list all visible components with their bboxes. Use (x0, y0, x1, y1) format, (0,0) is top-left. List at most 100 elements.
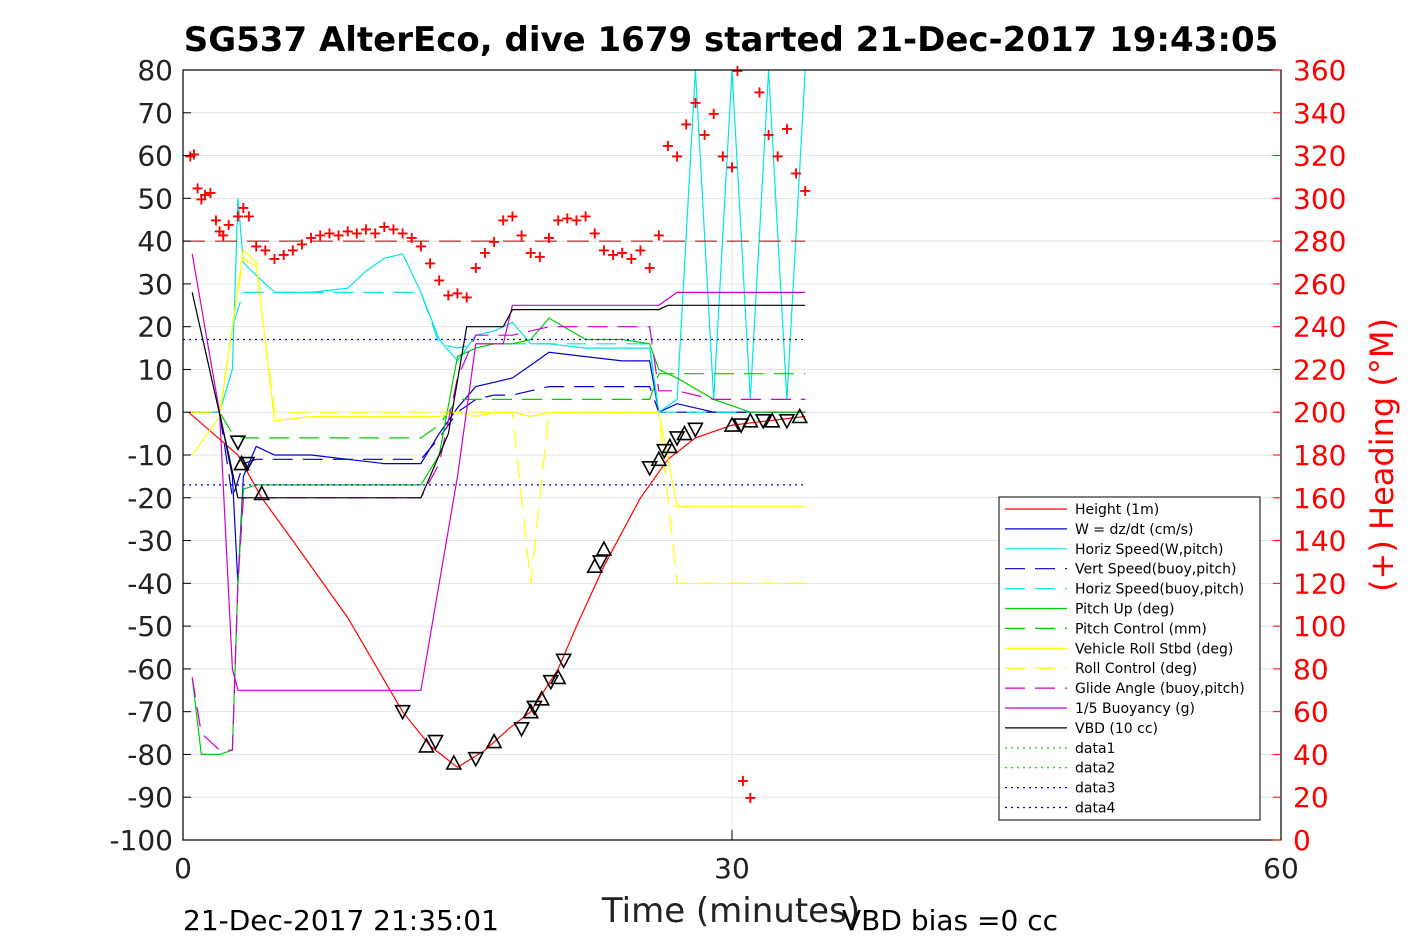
legend: Height (1m) W = dz/dt (cm/s) Horiz Speed(W… (998, 496, 1261, 821)
series-line-glide (191, 326, 806, 751)
series-line-vert_buoy (192, 386, 806, 498)
depth-marker (641, 461, 658, 477)
heading-point: + (268, 249, 281, 268)
depth-marker (549, 668, 567, 685)
y-right-tick-label: 20 (1293, 781, 1329, 814)
legend-entry: Glide Angle (buoy,pitch) (1075, 681, 1245, 697)
heading-point: + (432, 271, 445, 290)
y-right-tick-label: 360 (1293, 54, 1346, 87)
y-tick-label: -30 (127, 525, 173, 558)
y-tick-label: 80 (137, 54, 173, 87)
heading-point: + (414, 236, 427, 255)
heading-point: + (323, 224, 336, 243)
legend-box (998, 496, 1261, 821)
legend-entry: Horiz Speed(buoy,pitch) (1075, 582, 1244, 598)
y-tick-label: -10 (127, 439, 173, 472)
heading-point: + (295, 234, 308, 253)
y-right-tick-label: 120 (1293, 567, 1346, 600)
y-right-tick-label: 160 (1293, 482, 1346, 515)
series-line-height (188, 411, 806, 769)
depth-marker (741, 412, 759, 428)
series-line-roll_ctrl (192, 257, 806, 584)
depth-marker (661, 437, 679, 454)
legend-entry: Roll Control (deg) (1075, 661, 1197, 677)
x-axis: 0 30 60 (174, 830, 1299, 885)
heading-point: + (187, 144, 200, 163)
heading-point: + (396, 224, 409, 243)
heading-point: + (487, 232, 500, 251)
depth-marker (676, 424, 693, 441)
y-right-tick-label: 340 (1293, 97, 1346, 130)
y-tick-label: 50 (137, 182, 173, 215)
y-right-tick-label: 240 (1293, 311, 1346, 344)
heading-point: + (506, 206, 519, 225)
legend-entry: Horiz Speed(W,pitch) (1075, 542, 1223, 558)
y-right-tick-label: 300 (1293, 182, 1346, 215)
heading-point: + (588, 224, 601, 243)
legend-entry: data1 (1075, 741, 1115, 757)
heading-point: + (579, 206, 592, 225)
series-line-horiz_w (192, 69, 806, 414)
heading-point: + (689, 93, 702, 112)
heading-point: + (237, 198, 250, 217)
y-right-tick-label: 40 (1293, 738, 1329, 771)
heading-point: + (204, 183, 217, 202)
heading-point: + (643, 258, 656, 277)
heading-point: + (460, 288, 473, 307)
depth-marker (229, 435, 247, 451)
depth-marker (485, 732, 503, 749)
depth-marker (778, 413, 796, 430)
heading-point: + (259, 241, 272, 260)
heading-point: + (707, 104, 720, 123)
depth-marker (791, 407, 809, 424)
heading-point: + (515, 226, 528, 245)
legend-entry: Pitch Up (deg) (1075, 602, 1174, 618)
y-right-tick-label: 60 (1293, 696, 1329, 729)
heading-point: + (736, 771, 749, 790)
legend-entry: Pitch Control (mm) (1075, 621, 1207, 637)
y-right-tick-label: 0 (1293, 824, 1311, 857)
series-line-roll (191, 248, 806, 507)
depth-marker (533, 690, 551, 706)
y-tick-label: -60 (127, 653, 173, 686)
depth-marker (687, 422, 704, 439)
y-tick-label: -80 (127, 738, 173, 771)
heading-point: + (771, 147, 784, 166)
legend-entry: VBD (10 cc) (1075, 721, 1158, 737)
depth-marker (555, 653, 572, 670)
series-layer (183, 69, 806, 769)
heading-point: + (533, 247, 546, 266)
y-tick-label: -50 (127, 610, 173, 643)
y-tick-label: 40 (137, 225, 173, 258)
heading-point: + (478, 243, 491, 262)
heading-point: + (652, 226, 665, 245)
heading-point: + (561, 209, 574, 228)
depth-marker (253, 484, 271, 501)
y-right-tick-label: 280 (1293, 225, 1346, 258)
heading-point: + (451, 283, 464, 302)
y-right-tick-label: 80 (1293, 653, 1329, 686)
y-tick-label: 70 (137, 97, 173, 130)
heading-point: + (387, 219, 400, 238)
y-right-tick-label: 260 (1293, 268, 1346, 301)
heading-point: + (780, 119, 793, 138)
heading-point: + (497, 211, 510, 230)
marker-layer (229, 407, 809, 770)
y-tick-label: 10 (137, 353, 173, 386)
heading-point: + (661, 136, 674, 155)
legend-entry: data3 (1075, 781, 1115, 797)
heading-point: + (597, 241, 610, 260)
heading-point: + (242, 206, 255, 225)
chart-title: SG537 AlterEco, dive 1679 started 21-Dec… (184, 20, 1279, 60)
depth-marker (418, 737, 435, 753)
heading-point: + (314, 226, 327, 245)
depth-marker (526, 700, 543, 717)
heading-point: + (195, 189, 208, 208)
depth-marker (650, 450, 668, 467)
x-tick-label: 30 (714, 852, 750, 885)
heading-point: + (359, 219, 372, 238)
heading-point: + (368, 224, 381, 243)
heading-point: + (551, 211, 564, 230)
heading-point: + (405, 228, 418, 247)
